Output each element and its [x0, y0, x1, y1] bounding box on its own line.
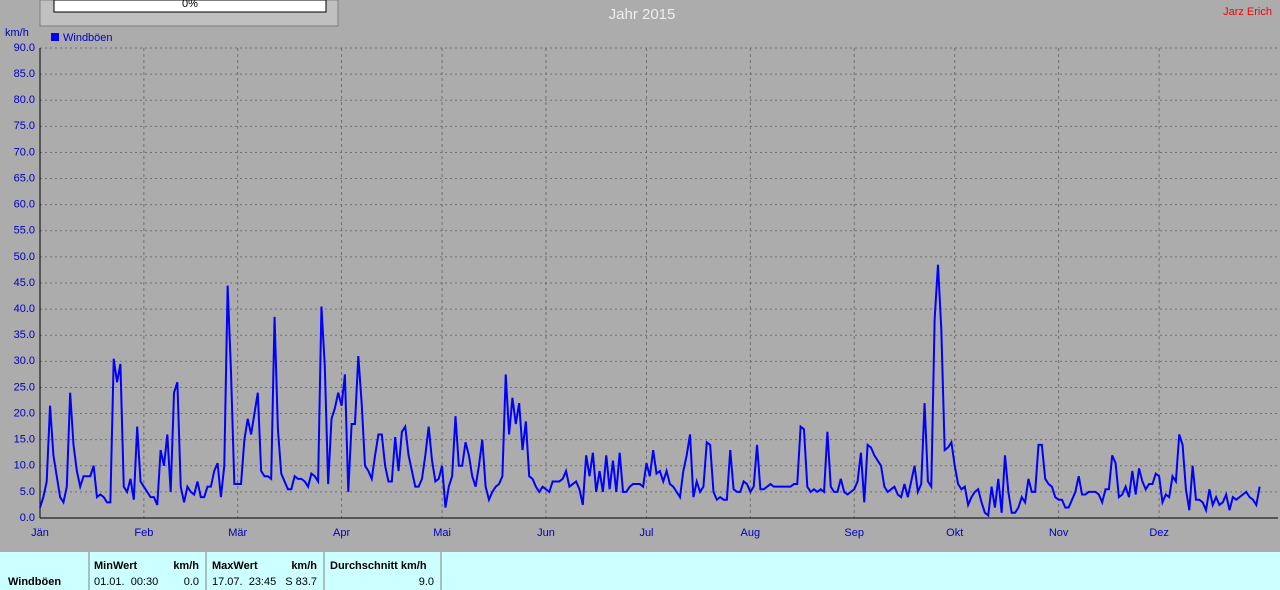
y-tick-label: 45.0: [14, 277, 35, 289]
x-tick-label: Mai: [433, 527, 451, 539]
y-tick-label: 75.0: [14, 120, 35, 132]
table-header: km/h: [291, 560, 317, 572]
y-tick-label: 65.0: [14, 172, 35, 184]
table-header: MaxWert: [212, 560, 258, 572]
y-tick-label: 50.0: [14, 251, 35, 263]
x-tick-label: Okt: [946, 527, 963, 539]
data-line: [39, 264, 1261, 518]
x-tick-label: Mär: [228, 527, 247, 539]
table-cell: 0.0: [184, 576, 199, 588]
author: Jarz Erich: [1223, 6, 1272, 18]
x-tick-label: Jun: [537, 527, 555, 539]
table-header: km/h: [173, 560, 199, 572]
y-tick-label: 0.0: [20, 512, 35, 524]
y-tick-label: 85.0: [14, 68, 35, 80]
x-tick-label: Apr: [333, 527, 350, 539]
legend-label: Windböen: [63, 32, 113, 44]
y-tick-label: 35.0: [14, 329, 35, 341]
y-tick-label: 60.0: [14, 199, 35, 211]
table-header: Durchschnitt km/h: [330, 560, 427, 572]
y-tick-label: 25.0: [14, 381, 35, 393]
y-tick-label: 70.0: [14, 146, 35, 158]
y-tick-label: 15.0: [14, 434, 35, 446]
x-tick-label: Jän: [31, 527, 49, 539]
y-axis-label: km/h: [5, 27, 29, 39]
x-tick-label: Jul: [639, 527, 653, 539]
x-tick-label: Sep: [844, 527, 864, 539]
y-tick-label: 30.0: [14, 355, 35, 367]
row-label: Windböen: [8, 576, 61, 588]
x-tick-label: Feb: [134, 527, 153, 539]
y-tick-label: 10.0: [14, 460, 35, 472]
x-tick-label: Nov: [1049, 527, 1069, 539]
x-tick-label: Dez: [1149, 527, 1169, 539]
plot: 0.0 5.0 10.0 15.0 20.0 25.0 30.0 35.0 40.0 45.0 50…: [14, 32, 1278, 539]
table-cell: 01.01. 00:30: [94, 576, 158, 588]
table-header: MinWert: [94, 560, 138, 572]
table-cell: S 83.7: [285, 576, 317, 588]
progress-bar: [53, 0, 327, 13]
y-tick-label: 40.0: [14, 303, 35, 315]
y-tick-label: 5.0: [20, 486, 35, 498]
stats-table: [0, 552, 1280, 590]
y-tick-label: 80.0: [14, 94, 35, 106]
x-tick-label: Aug: [741, 527, 761, 539]
y-tick-label: 20.0: [14, 407, 35, 419]
chart-background: [0, 0, 1280, 552]
progress-label: 0%: [182, 0, 198, 10]
chart-title: Jahr 2015: [609, 6, 676, 23]
y-tick-label: 90.0: [14, 42, 35, 54]
table-cell: 9.0: [419, 576, 434, 588]
table-cell: 17.07. 23:45: [212, 576, 276, 588]
legend-swatch: [51, 33, 59, 41]
y-tick-label: 55.0: [14, 225, 35, 237]
